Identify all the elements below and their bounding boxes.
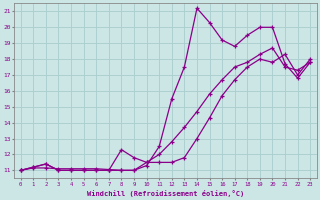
X-axis label: Windchill (Refroidissement éolien,°C): Windchill (Refroidissement éolien,°C) — [87, 190, 244, 197]
